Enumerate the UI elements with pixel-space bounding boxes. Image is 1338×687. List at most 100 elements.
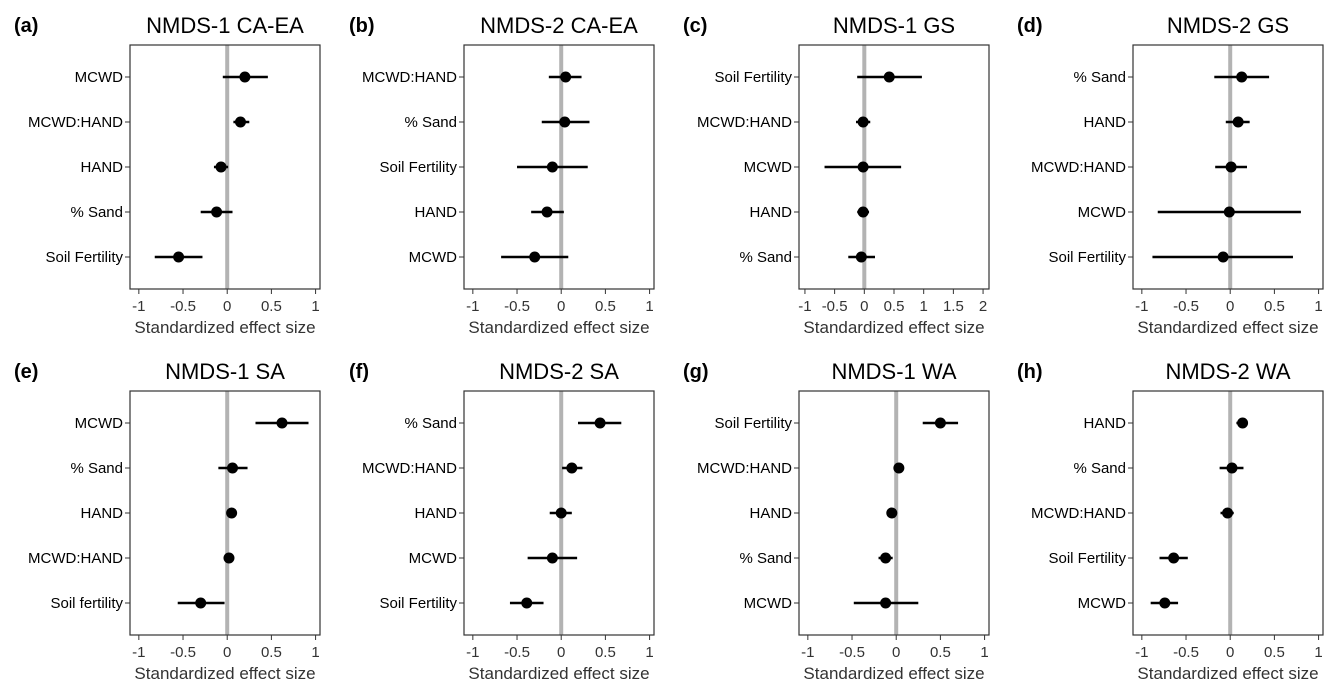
x-tick-label: 0 [860,298,868,315]
panel-title: NMDS-2 CA-EA [480,13,638,38]
x-axis-label: Standardized effect size [134,664,315,683]
x-tick-label: 1 [920,298,928,315]
term-label: % Sand [70,460,123,477]
x-axis-label: Standardized effect size [468,318,649,337]
effect-estimate-point [215,161,227,173]
effect-estimate-point [521,597,533,609]
effect-estimate-point [1168,552,1180,564]
panel-frame [129,44,321,290]
x-tick-label: 1.5 [943,298,964,315]
panel-title: NMDS-2 GS [1167,13,1289,38]
x-tick-label: 0.5 [261,644,282,661]
term-label: Soil Fertility [1048,550,1126,567]
x-tick-label: -1 [466,298,479,315]
effect-estimate-point [857,206,869,218]
effect-estimate-point [546,552,558,564]
term-label: MCWD [75,69,123,86]
term-label: MCWD:HAND [28,550,123,567]
term-label: MCWD:HAND [697,114,792,131]
x-tick-label: 1 [980,644,988,661]
term-label: HAND [749,505,792,522]
term-label: MCWD [1078,204,1126,221]
x-tick-label: 0.5 [884,298,905,315]
x-axis-label: Standardized effect size [468,664,649,683]
term-label: Soil Fertility [45,249,123,266]
effect-estimate-point [1223,206,1235,218]
term-label: Soil Fertility [1048,249,1126,266]
x-tick-label: 0.5 [595,298,616,315]
term-label: MCWD:HAND [362,69,457,86]
effect-estimate-point [594,417,606,429]
panel-title: NMDS-1 GS [833,13,955,38]
panel-frame [798,390,990,636]
panel-frame [463,390,655,636]
x-tick-label: 0.5 [930,644,951,661]
effect-estimate-point [276,417,288,429]
effect-estimate-point [855,251,867,263]
x-tick-label: -0.5 [504,644,530,661]
x-axis-label: Standardized effect size [134,318,315,337]
term-label: MCWD:HAND [28,114,123,131]
effect-estimate-point [226,507,238,519]
x-tick-label: -1 [1135,644,1148,661]
x-tick-label: -0.5 [839,644,865,661]
effect-estimate-point [223,552,235,564]
effect-estimate-point [857,116,869,128]
x-tick-label: 1 [645,298,653,315]
term-label: HAND [80,159,123,176]
effect-estimate-point [541,206,553,218]
effect-estimate-point [880,597,892,609]
effect-estimate-point [886,507,898,519]
term-label: Soil Fertility [379,595,457,612]
x-tick-label: -1 [466,644,479,661]
x-tick-label: -0.5 [822,298,848,315]
effect-estimate-point [1217,251,1229,263]
term-label: HAND [414,204,457,221]
panel-frame [798,44,990,290]
panel-letter: (g) [683,361,709,383]
effect-estimate-point [546,161,558,173]
x-tick-label: 1 [645,644,653,661]
effect-estimate-point [880,552,892,564]
x-tick-label: 0 [223,298,231,315]
term-label: HAND [80,505,123,522]
x-tick-label: -1 [798,298,811,315]
panel-letter: (d) [1017,15,1043,37]
effect-estimate-point [1232,116,1244,128]
panel-title: NMDS-1 WA [831,359,956,384]
term-label: % Sand [739,249,792,266]
effect-estimate-point [555,507,567,519]
x-axis-label: Standardized effect size [803,318,984,337]
term-label: MCWD:HAND [362,460,457,477]
term-label: Soil fertility [50,595,123,612]
panel-letter: (b) [349,15,375,37]
term-label: % Sand [404,415,457,432]
x-tick-label: -0.5 [504,298,530,315]
panel-letter: (a) [14,15,38,37]
term-label: % Sand [70,204,123,221]
term-label: MCWD [1078,595,1126,612]
effect-estimate-point [1236,71,1248,83]
effect-estimate-point [893,462,905,474]
x-axis-label: Standardized effect size [803,664,984,683]
x-tick-label: -0.5 [1173,298,1199,315]
panel-letter: (e) [14,361,38,383]
term-label: HAND [414,505,457,522]
x-tick-label: 0 [1226,298,1234,315]
x-tick-label: 0 [1226,644,1234,661]
x-tick-label: 2 [979,298,987,315]
term-label: % Sand [739,550,792,567]
panel-letter: (h) [1017,361,1043,383]
panel-letter: (f) [349,361,369,383]
panel-frame [129,390,321,636]
x-axis-label: Standardized effect size [1137,318,1318,337]
x-tick-label: 1 [1314,644,1322,661]
term-label: MCWD [409,550,457,567]
effect-estimate-point [1237,417,1249,429]
x-tick-label: -1 [801,644,814,661]
term-label: MCWD:HAND [697,460,792,477]
x-tick-label: 0 [223,644,231,661]
term-label: Soil Fertility [714,415,792,432]
term-label: % Sand [404,114,457,131]
effect-estimate-point [934,417,946,429]
